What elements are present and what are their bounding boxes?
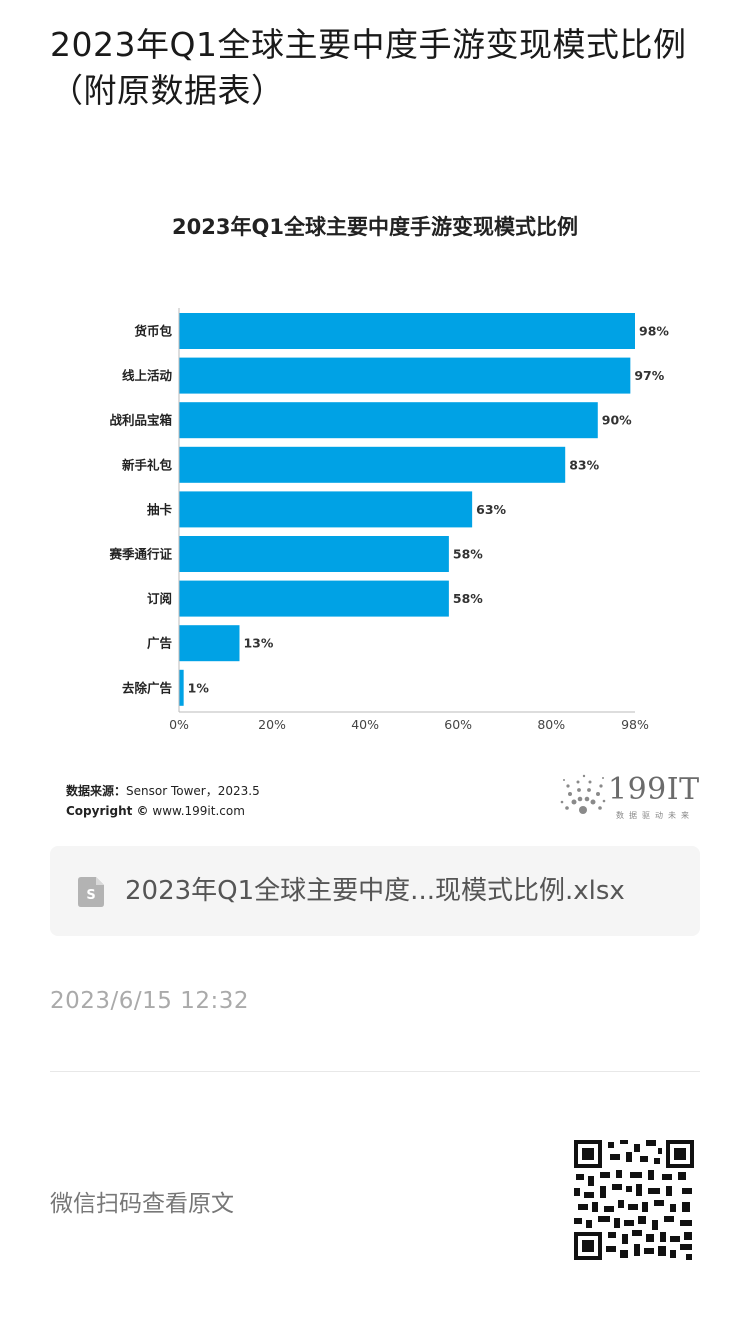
category-label: 战利品宝箱 — [109, 413, 172, 428]
attachment-card[interactable]: S 2023年Q1全球主要中度...现模式比例.xlsx — [50, 846, 700, 936]
bar — [179, 491, 473, 528]
data-label: 58% — [453, 547, 483, 562]
chart-title: 2023年Q1全球主要中度手游变现模式比例 — [172, 215, 578, 239]
chart-svg: 2023年Q1全球主要中度手游变现模式比例 货币包 98% 线上活动 97% 战利品宝箱… — [108, 215, 669, 732]
bar — [179, 313, 635, 349]
data-label: 13% — [243, 636, 273, 651]
category-label: 货币包 — [134, 324, 172, 339]
x-tick-label: 98% — [621, 717, 649, 732]
x-tick-label: 40% — [351, 717, 379, 732]
199it-logo: 199IT 数据驱动未来 — [558, 772, 700, 824]
category-label: 广告 — [147, 636, 173, 651]
category-label: 去除广告 — [122, 680, 173, 695]
x-ticks-layer: 0% 20% 40% 60% 80% 98% — [169, 717, 649, 732]
data-label: 98% — [639, 324, 669, 339]
data-label: 1% — [188, 680, 210, 695]
data-label: 58% — [453, 591, 483, 606]
x-tick-label: 80% — [537, 717, 565, 732]
source-text: Sensor Tower，2023.5 — [126, 784, 260, 798]
svg-text:S: S — [86, 888, 95, 903]
logo-burst-icon — [560, 774, 606, 814]
source-label: 数据来源： — [66, 784, 127, 798]
data-label: 90% — [602, 413, 632, 428]
bars-layer: 货币包 98% 线上活动 97% 战利品宝箱 90% 新手礼包 83% 抽卡 63% 赛季通行证 58… — [108, 313, 669, 706]
bar — [179, 580, 449, 617]
data-label: 83% — [569, 457, 599, 472]
bar-chart: 2023年Q1全球主要中度手游变现模式比例 货币包 98% 线上活动 97% 战利品宝箱… — [0, 190, 750, 750]
data-label: 63% — [476, 502, 506, 517]
category-label: 新手礼包 — [122, 457, 173, 472]
x-tick-label: 20% — [258, 717, 286, 732]
page-title: 2023年Q1全球主要中度手游变现模式比例（附原数据表） — [50, 25, 687, 110]
bar — [179, 446, 566, 483]
category-label: 赛季通行证 — [108, 547, 172, 562]
bar — [179, 402, 598, 439]
logo-text: 199IT — [608, 772, 700, 807]
copyright-label: Copyright © — [66, 804, 149, 818]
bar — [179, 625, 240, 662]
bar — [179, 669, 184, 706]
category-label: 订阅 — [147, 591, 172, 606]
data-label: 97% — [634, 368, 664, 383]
copyright-site: www.199it.com — [152, 804, 245, 818]
category-label: 线上活动 — [122, 368, 173, 383]
divider — [50, 1071, 700, 1072]
attachment-filename[interactable]: 2023年Q1全球主要中度...现模式比例.xlsx — [125, 876, 625, 906]
source-note: 数据来源：Sensor Tower，2023.5 Copyright © www… — [66, 781, 260, 821]
x-tick-label: 60% — [444, 717, 472, 732]
x-tick-label: 0% — [169, 717, 189, 732]
spreadsheet-file-icon: S — [78, 877, 104, 907]
post-timestamp: 2023/6/15 12:32 — [50, 988, 250, 1014]
wechat-scan-prompt: 微信扫码查看原文 — [50, 1191, 234, 1217]
logo-tagline: 数据驱动未来 — [616, 811, 694, 820]
qr-code-icon[interactable] — [574, 1140, 694, 1260]
bar — [179, 357, 631, 394]
bar — [179, 536, 449, 572]
category-label: 抽卡 — [147, 502, 173, 517]
